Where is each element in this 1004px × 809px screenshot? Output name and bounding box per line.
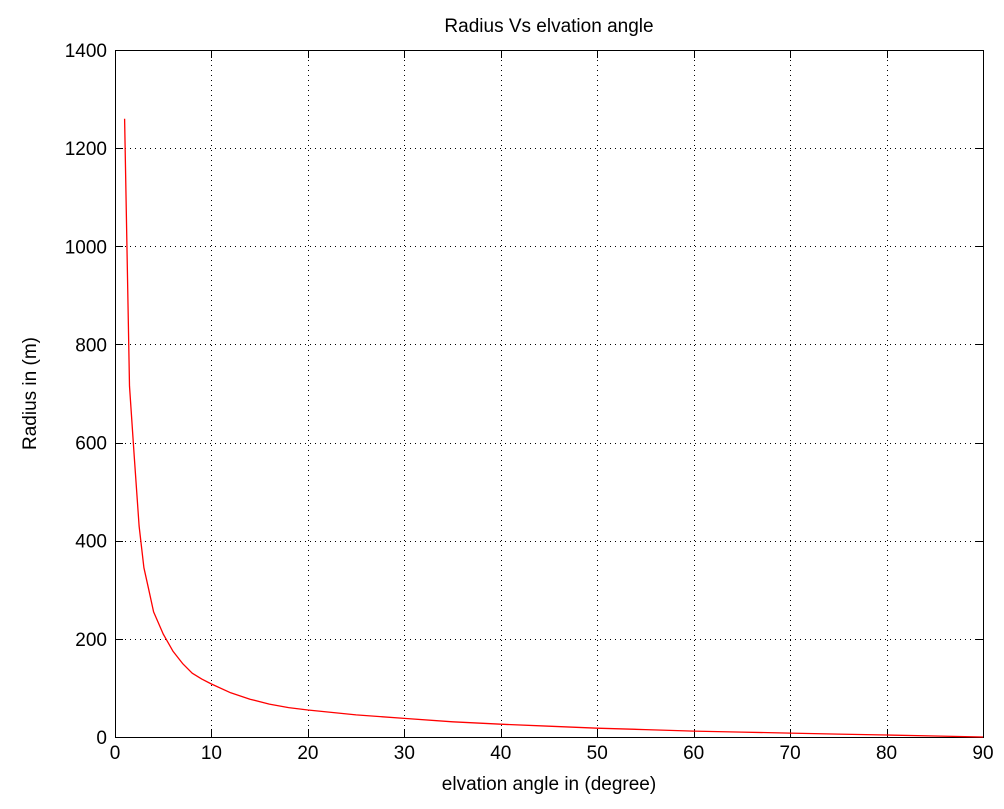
y-axis-label: Radius in (m) — [20, 337, 41, 450]
x-tick-label: 80 — [876, 743, 897, 764]
y-tick-label: 1400 — [65, 41, 107, 62]
x-axis-label: elvation angle in (degree) — [442, 774, 656, 795]
y-tick-label: 600 — [75, 434, 107, 455]
x-tick-label: 0 — [110, 743, 121, 764]
y-tick-label: 400 — [75, 532, 107, 553]
chart-title: Radius Vs elvation angle — [444, 16, 653, 37]
x-tick-label: 70 — [780, 743, 801, 764]
x-tick-label: 10 — [201, 743, 222, 764]
x-tick-label: 50 — [587, 743, 608, 764]
y-tick-label: 800 — [75, 335, 107, 356]
x-tick-label: 30 — [394, 743, 415, 764]
plot-area-frame — [115, 50, 984, 738]
tick-labels: 0 10 20 30 40 50 60 70 80 90 0 200 400 600 800 1000 1200… — [65, 41, 994, 764]
x-tick-label: 90 — [972, 743, 993, 764]
x-tick-label: 60 — [683, 743, 704, 764]
x-tick-label: 20 — [297, 743, 318, 764]
series-line-0 — [123, 118, 984, 738]
grid-lines — [115, 50, 983, 737]
y-tick-label: 1200 — [65, 139, 107, 160]
y-tick-label: 200 — [75, 630, 107, 651]
tick-marks — [115, 50, 984, 738]
series-layer — [123, 118, 984, 738]
y-tick-label: 0 — [96, 728, 107, 749]
x-tick-label: 40 — [490, 743, 511, 764]
y-tick-label: 1000 — [65, 237, 107, 258]
